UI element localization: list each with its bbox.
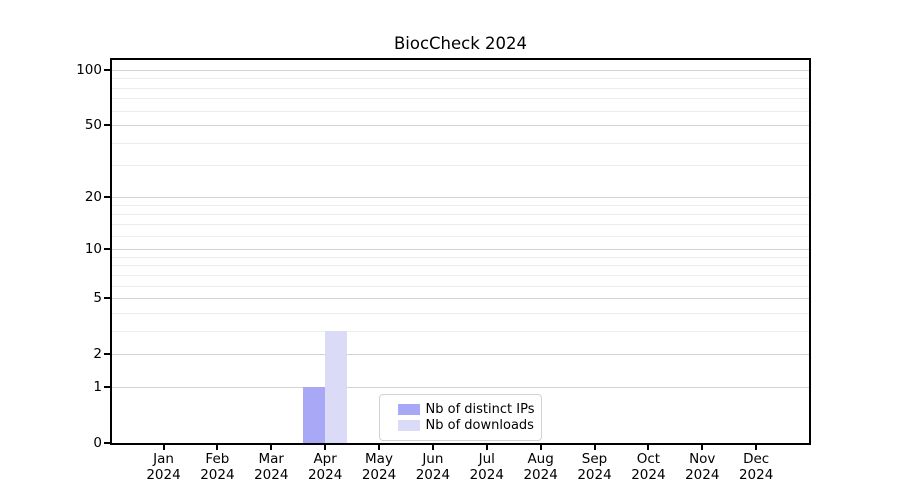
minor-gridline — [112, 204, 809, 206]
major-gridline — [112, 125, 809, 127]
legend-label-distinct-ips: Nb of distinct IPs — [425, 402, 535, 417]
bar-distinct-ips — [303, 386, 326, 443]
x-tick-label: Mar 2024 — [239, 451, 303, 483]
bar-downloads — [325, 330, 348, 443]
x-tick-label-year: 2024 — [415, 467, 451, 483]
x-tick-label: Nov 2024 — [670, 451, 734, 483]
x-tick-mark — [378, 445, 380, 450]
y-tick-mark — [104, 385, 110, 388]
y-tick-label: 100 — [76, 61, 102, 78]
legend-label-downloads: Nb of downloads — [425, 418, 534, 433]
minor-gridline — [112, 98, 809, 100]
x-tick-label-month: Nov — [689, 451, 716, 467]
minor-gridline — [112, 256, 809, 258]
x-tick-label: Jun 2024 — [401, 451, 465, 483]
x-tick-label-month: Mar — [258, 451, 284, 467]
x-tick-label: Feb 2024 — [185, 451, 249, 483]
x-tick-mark — [755, 445, 758, 450]
x-tick-mark — [593, 445, 596, 450]
x-tick-label-year: 2024 — [685, 467, 720, 483]
x-tick-label-year: 2024 — [523, 467, 558, 483]
x-tick-label-year: 2024 — [738, 467, 774, 483]
x-tick-label-year: 2024 — [307, 467, 343, 483]
x-tick-mark — [270, 445, 273, 450]
major-gridline — [112, 386, 809, 388]
x-tick-label-month: Apr — [313, 451, 337, 467]
minor-gridline — [112, 78, 809, 80]
chart-title: BiocCheck 2024 — [393, 34, 528, 53]
y-tick-mark — [104, 442, 110, 444]
y-tick-label: 10 — [84, 241, 102, 258]
minor-gridline — [112, 235, 809, 237]
minor-gridline — [112, 330, 809, 332]
x-tick-mark — [701, 445, 704, 450]
minor-gridline — [112, 142, 809, 144]
minor-gridline — [112, 274, 809, 276]
minor-gridline — [112, 165, 809, 167]
y-tick-mark — [104, 353, 110, 356]
minor-gridline — [112, 213, 809, 215]
x-tick-mark — [324, 445, 327, 450]
legend: Nb of distinct IPs Nb of downloads — [378, 394, 543, 441]
x-tick-mark — [162, 445, 165, 450]
x-tick-mark — [485, 445, 488, 450]
major-gridline — [112, 196, 809, 198]
x-tick-label-year: 2024 — [254, 467, 289, 483]
x-tick-label: Aug 2024 — [509, 451, 573, 483]
x-tick-mark — [431, 445, 434, 450]
x-tick-label-month: Jul — [478, 451, 495, 467]
y-tick-mark — [104, 124, 110, 127]
x-tick-label: Oct 2024 — [616, 451, 680, 483]
x-tick-label-year: 2024 — [361, 467, 397, 483]
x-tick-label-month: Aug — [527, 451, 554, 467]
x-tick-label-month: Feb — [205, 451, 230, 467]
legend-swatch-distinct-ips — [397, 404, 420, 415]
y-tick-label: 20 — [84, 188, 102, 205]
major-gridline — [112, 298, 809, 300]
x-tick-mark — [647, 445, 650, 450]
x-tick-label-month: Oct — [636, 451, 661, 467]
minor-gridline — [112, 87, 809, 89]
y-tick-mark — [104, 297, 110, 300]
plot-area: Nb of distinct IPs Nb of downloads — [110, 58, 811, 445]
x-tick-label-year: 2024 — [631, 467, 666, 483]
minor-gridline — [112, 110, 809, 112]
minor-gridline — [112, 285, 809, 287]
y-tick-label: 50 — [84, 117, 102, 134]
x-tick-label: Jul 2024 — [455, 451, 519, 483]
x-tick-label-year: 2024 — [469, 467, 504, 483]
minor-gridline — [112, 265, 809, 267]
major-gridline — [112, 354, 809, 356]
legend-item-downloads: Nb of downloads — [397, 418, 535, 433]
x-tick-label: Jan 2024 — [132, 451, 196, 483]
x-tick-label-month: Sep — [581, 451, 608, 467]
minor-gridline — [112, 312, 809, 314]
y-tick-label: 2 — [93, 346, 102, 363]
x-tick-label-month: Jan — [153, 451, 174, 467]
x-tick-label-year: 2024 — [200, 467, 235, 483]
y-tick-mark — [104, 248, 110, 251]
x-tick-mark — [216, 445, 219, 450]
x-tick-label: Dec 2024 — [724, 451, 788, 483]
x-tick-label: Sep 2024 — [563, 451, 627, 483]
minor-gridline — [112, 224, 809, 226]
legend-item-distinct-ips: Nb of distinct IPs — [397, 402, 535, 417]
x-tick-mark — [539, 445, 542, 450]
x-tick-label-month: Dec — [743, 451, 770, 467]
x-tick-label-month: Jun — [422, 451, 444, 467]
x-tick-label: May 2024 — [347, 451, 411, 483]
x-tick-label: Apr 2024 — [293, 451, 357, 483]
y-tick-label: 0 — [93, 435, 102, 451]
y-tick-mark — [104, 68, 110, 71]
x-tick-label-year: 2024 — [146, 467, 181, 483]
y-tick-mark — [104, 195, 110, 198]
x-tick-label-year: 2024 — [577, 467, 612, 483]
major-gridline — [112, 249, 809, 251]
y-tick-label: 1 — [93, 378, 102, 395]
x-tick-label-month: May — [365, 451, 393, 467]
legend-swatch-downloads — [397, 420, 420, 431]
major-gridline — [112, 69, 809, 71]
y-tick-label: 5 — [93, 290, 102, 307]
